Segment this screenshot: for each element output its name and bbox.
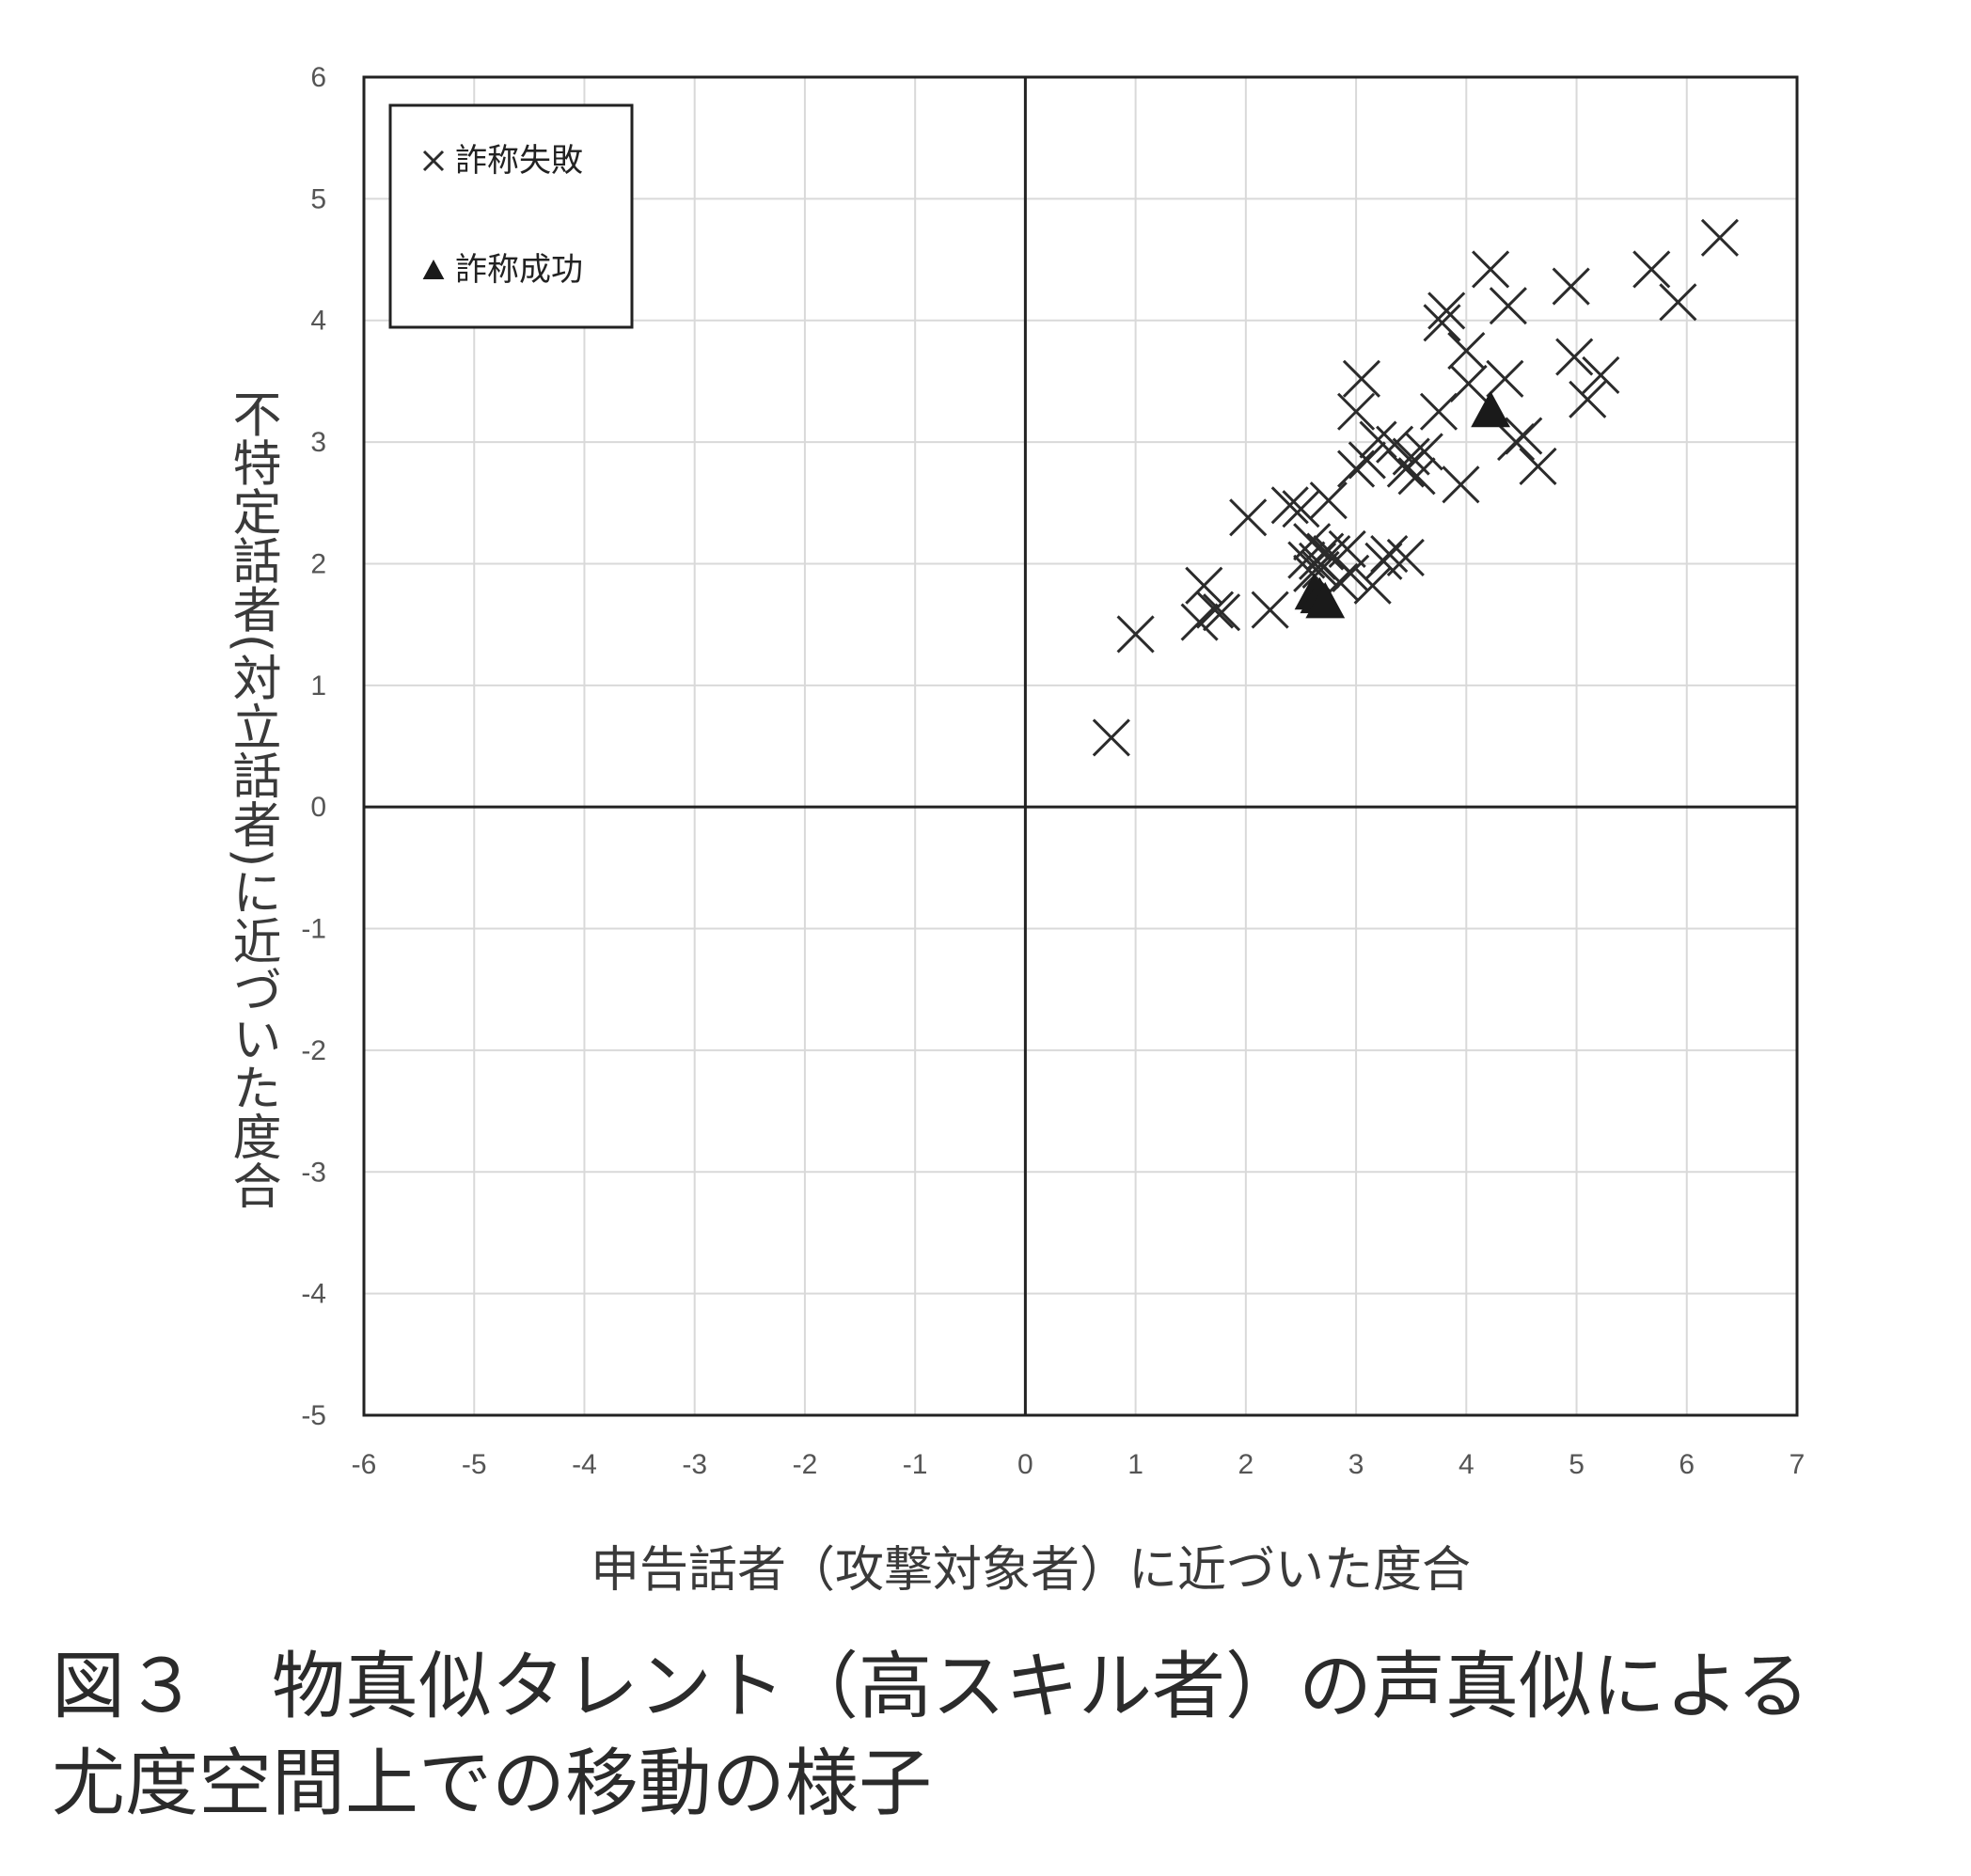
x-tick-label: 3 [1348,1449,1364,1480]
y-tick-label: -2 [301,1035,326,1066]
x-tick-label: -1 [903,1449,928,1480]
x-tick-label: -4 [572,1449,597,1480]
figure-caption-line-1: 図３ 物真似タレント（高スキル者）の声真似による [52,1645,1810,1729]
data-point-failure [1442,465,1480,504]
data-point-failure [1472,250,1510,289]
legend-marker-x [422,150,445,172]
x-tick-label: 6 [1679,1449,1695,1480]
y-tick-label: 3 [310,427,326,458]
data-point-failure [1282,490,1320,528]
legend-marker-triangle [422,260,445,279]
y-tick-label: -5 [301,1400,326,1431]
data-point-failure [1489,287,1527,325]
x-tick-label: 2 [1238,1449,1254,1480]
data-point-success [1471,390,1510,428]
legend-x-marker [422,150,445,172]
x-tick-label: -5 [462,1449,487,1480]
x-tick-label: 1 [1127,1449,1143,1480]
data-point-failure [1555,338,1594,376]
legend-label-failure: 詐称失敗 [455,142,583,180]
data-point-failure [1569,380,1607,418]
data-point-failure [1405,433,1443,471]
data-point-failure [1376,425,1414,464]
x-tick-label: 4 [1459,1449,1474,1480]
data-point-failure [1342,359,1381,398]
data-point-failure [1309,481,1348,520]
data-point-failure [1337,392,1376,431]
data-point-success [1305,581,1346,619]
data-point-failure [1270,486,1309,525]
data-point-failure [1116,615,1155,654]
grid-lines [364,77,1797,1415]
figure-caption-line-2: 尤度空間上での移動の様子 [52,1742,933,1826]
data-point-failure [1185,566,1223,605]
y-tick-label: 2 [310,548,326,579]
x-tick-label: -3 [682,1449,707,1480]
data-point-failure [1449,364,1488,403]
data-point-failure [1427,292,1466,330]
data-point-failure [1659,283,1697,322]
data-point-failure [1519,447,1557,486]
zero-axis-lines [364,77,1797,1415]
data-points [1092,218,1740,757]
y-tick-label: 5 [310,183,326,214]
data-point-failure [1202,593,1241,632]
data-point-failure [1353,566,1392,605]
x-tick-label: 5 [1569,1449,1585,1480]
data-point-failure [1337,449,1376,488]
x-tick-label: 0 [1017,1449,1033,1480]
data-point-failure [1700,218,1740,257]
data-point-failure [1632,250,1671,289]
legend-label-success: 詐称成功 [455,251,583,289]
x-tick-labels: -6 -5 -4 -3 -2 -1 0 1 2 3 4 5 6 7 [352,1449,1805,1480]
data-point-failure [1195,591,1235,629]
legend-box [388,103,634,329]
x-tick-label: -6 [352,1449,377,1480]
data-point-failure [1180,603,1219,641]
data-point-failure [1505,417,1543,455]
y-tick-label: -4 [301,1279,326,1310]
x-axis-title: 申告話者（攻撃対象者）に近づいた度合 [591,1542,1471,1599]
data-point-failure [1328,529,1366,568]
y-tick-labels: 6 5 4 3 2 1 0 -1 -2 -3 -4 -5 [301,62,326,1431]
data-point-failure [1582,355,1620,395]
data-point-failure [1332,554,1370,592]
legend-triangle-marker [422,260,445,279]
x-tick-label: 7 [1790,1449,1805,1480]
data-point-failure [1386,538,1425,577]
data-point-failure [1251,591,1289,629]
data-point-failure [1486,359,1524,398]
data-point-failure [1447,332,1486,370]
data-point-failure [1370,535,1409,574]
y-tick-label: -1 [301,914,326,945]
data-point-failure [1092,718,1130,757]
data-point-failure [1348,441,1386,480]
plot-border [362,75,1799,1417]
data-point-failure [1552,267,1590,306]
data-point-failure [1229,498,1268,537]
y-tick-label: 1 [310,670,326,702]
y-tick-label: 6 [310,62,326,93]
data-point-failure [1397,457,1436,496]
y-tick-label: 0 [310,792,326,823]
y-tick-label: -3 [301,1157,326,1188]
y-tick-label: 4 [310,306,326,337]
legend: 詐称失敗 詐称成功 [388,103,634,329]
y-axis-title: 不特定話者(対立話者)に近づいた度合 [224,389,280,1210]
data-point-failure [1423,304,1461,342]
scatter-chart: -6 -5 -4 -3 -2 -1 0 1 2 3 4 5 6 7 6 5 4 3 2 1 0 -1 -2 -3 -4 -5 詐… [224,62,1805,1599]
x-tick-label: -2 [793,1449,818,1480]
